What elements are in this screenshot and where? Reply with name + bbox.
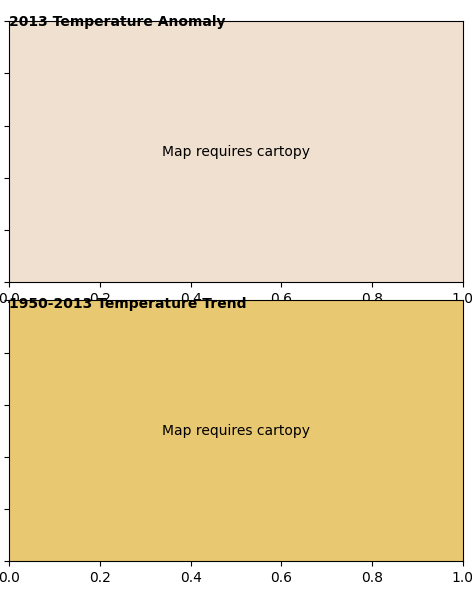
Text: 2013 Temperature Anomaly: 2013 Temperature Anomaly — [9, 15, 226, 29]
Text: 1950-2013 Temperature Trend: 1950-2013 Temperature Trend — [9, 297, 247, 311]
Text: Map requires cartopy: Map requires cartopy — [162, 424, 310, 438]
Text: Map requires cartopy: Map requires cartopy — [162, 144, 310, 159]
